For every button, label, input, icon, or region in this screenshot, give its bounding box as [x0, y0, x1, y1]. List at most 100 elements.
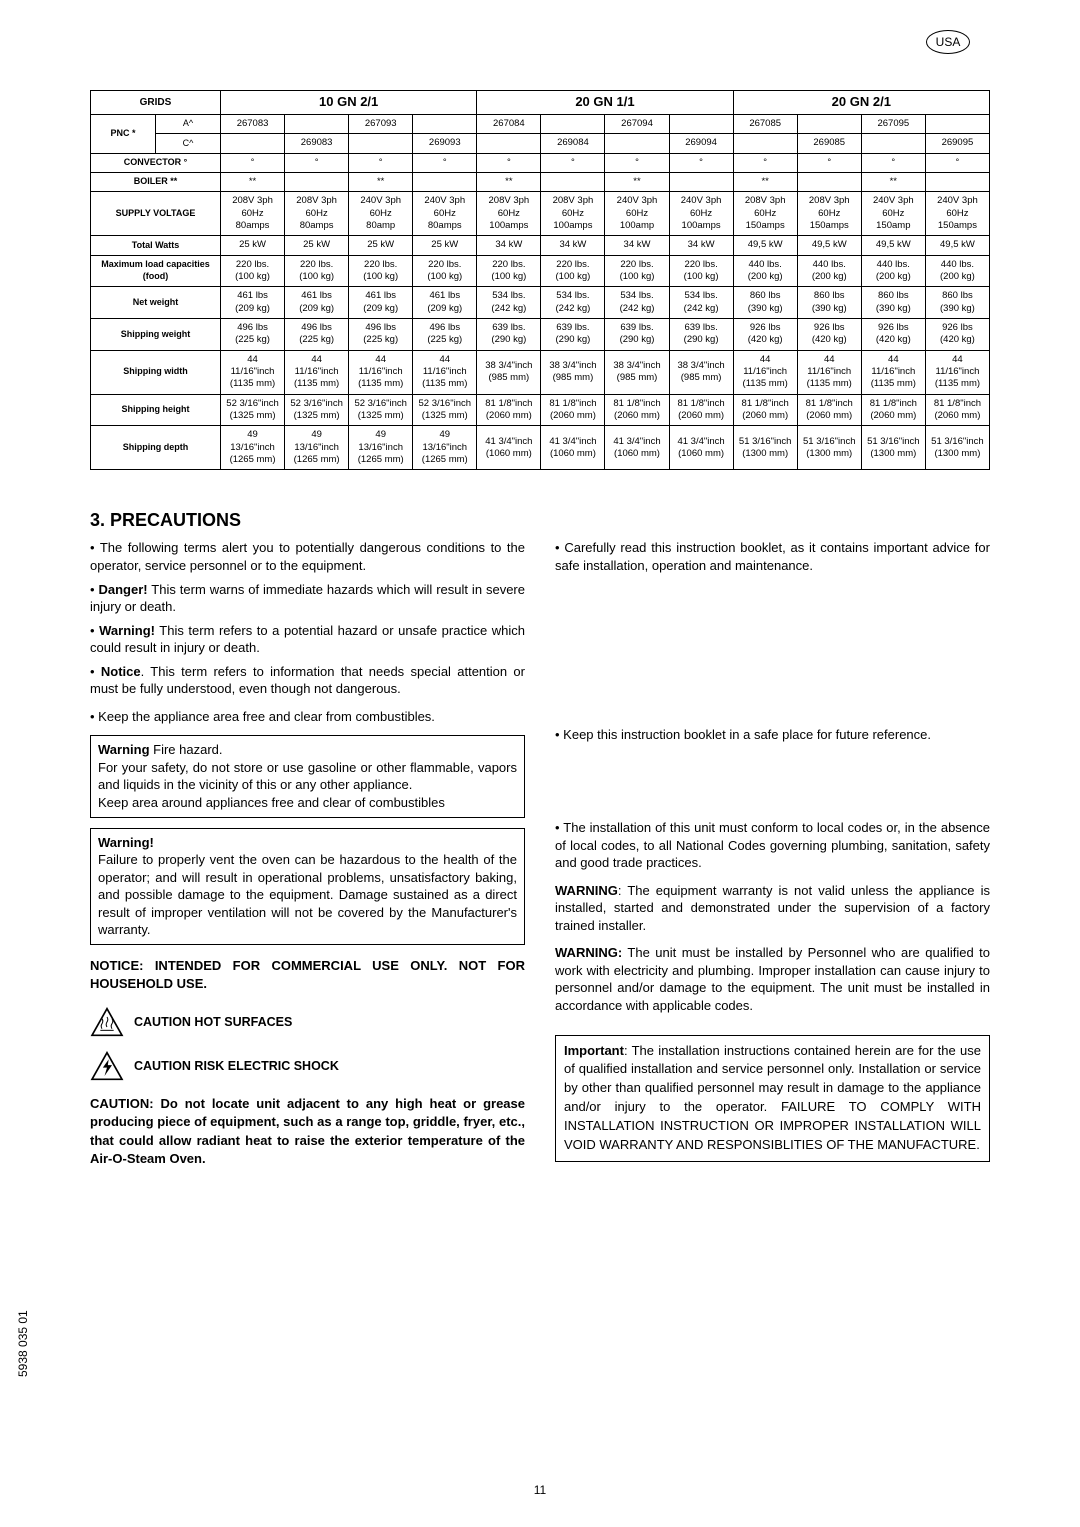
table-cell: 25 kW: [413, 236, 477, 255]
table-cell: 240V 3ph60Hz100amp: [605, 192, 669, 236]
table-cell: 926 lbs(420 kg): [861, 319, 925, 351]
table-cell: 639 lbs.(290 kg): [541, 319, 605, 351]
table-cell: 220 lbs.(100 kg): [477, 255, 541, 287]
table-cell: 440 lbs.(200 kg): [861, 255, 925, 287]
table-cell: 496 lbs(225 kg): [285, 319, 349, 351]
table-cell: °: [477, 153, 541, 172]
table-cell: 4913/16"inch(1265 mm): [221, 426, 285, 470]
table-cell: 461 lbs(209 kg): [221, 287, 285, 319]
table-cell: 38 3/4"inch(985 mm): [541, 350, 605, 394]
notice-text: . This term refers to information that n…: [90, 664, 525, 697]
table-cell: 926 lbs(420 kg): [925, 319, 989, 351]
caution-text: CAUTION: Do not locate unit adjacent to …: [90, 1095, 525, 1168]
table-cell: 25 kW: [221, 236, 285, 255]
warning2-bold: WARNING:: [555, 945, 622, 960]
table-cell: °: [925, 153, 989, 172]
table-cell: °: [605, 153, 669, 172]
table-cell: 534 lbs.(242 kg): [541, 287, 605, 319]
warning-text: This term refers to a potential hazard o…: [90, 623, 525, 656]
table-cell: 4411/16"inch(1135 mm): [925, 350, 989, 394]
table-cell: 81 1/8"inch(2060 mm): [477, 394, 541, 426]
grids-header: GRIDS: [91, 91, 221, 115]
spec-table: GRIDS 10 GN 2/1 20 GN 1/1 20 GN 2/1 PNC …: [90, 90, 990, 470]
table-cell: 51 3/16"inch(1300 mm): [733, 426, 797, 470]
table-row: CONVECTOR °°°°°°°°°°°°°: [91, 153, 990, 172]
keep-booklet: Keep this instruction booklet in a safe …: [555, 726, 990, 744]
table-row: Total Watts25 kW25 kW25 kW25 kW34 kW34 k…: [91, 236, 990, 255]
table-cell: 496 lbs(225 kg): [221, 319, 285, 351]
caution-hot-label: CAUTION HOT SURFACES: [134, 1014, 292, 1031]
table-cell: °: [285, 153, 349, 172]
table-cell: 41 3/4"inch(1060 mm): [541, 426, 605, 470]
table-cell: 208V 3ph60Hz80amps: [285, 192, 349, 236]
gn-group-0: 10 GN 2/1: [221, 91, 477, 115]
table-cell: 4411/16"inch(1135 mm): [733, 350, 797, 394]
table-cell: [285, 172, 349, 191]
table-cell: **: [861, 172, 925, 191]
table-cell: 25 kW: [349, 236, 413, 255]
table-row: Shipping depth4913/16"inch(1265 mm)4913/…: [91, 426, 990, 470]
table-cell: 81 1/8"inch(2060 mm): [925, 394, 989, 426]
table-cell: 51 3/16"inch(1300 mm): [925, 426, 989, 470]
table-cell: **: [349, 172, 413, 191]
table-cell: **: [221, 172, 285, 191]
table-cell: 534 lbs.(242 kg): [669, 287, 733, 319]
pnc-sub-a: A^: [156, 114, 221, 133]
table-cell: 220 lbs.(100 kg): [669, 255, 733, 287]
caution-shock-label: CAUTION RISK ELECTRIC SHOCK: [134, 1058, 339, 1075]
table-cell: 34 kW: [541, 236, 605, 255]
careful-read: Carefully read this instruction booklet,…: [555, 539, 990, 574]
warning-box-vent: Warning! Failure to properly vent the ov…: [90, 828, 525, 945]
danger-bold: Danger!: [98, 582, 147, 597]
usa-badge: USA: [926, 30, 970, 54]
side-code: 5938 035 01: [16, 1310, 30, 1377]
keep-free: Keep the appliance area free and clear f…: [90, 708, 525, 726]
notice-commercial: NOTICE: INTENDED FOR COMMERCIAL USE ONLY…: [90, 957, 525, 993]
table-cell: 52 3/16"inch(1325 mm): [221, 394, 285, 426]
table-cell: 240V 3ph60Hz100amps: [669, 192, 733, 236]
table-cell: 41 3/4"inch(1060 mm): [669, 426, 733, 470]
row-label: BOILER **: [91, 172, 221, 191]
notice-bold: Notice: [101, 664, 141, 679]
table-cell: 461 lbs(209 kg): [285, 287, 349, 319]
table-cell: 440 lbs.(200 kg): [925, 255, 989, 287]
table-cell: 440 lbs.(200 kg): [733, 255, 797, 287]
table-cell: °: [413, 153, 477, 172]
table-cell: 461 lbs(209 kg): [413, 287, 477, 319]
electric-shock-icon: [90, 1051, 124, 1081]
table-cell: °: [861, 153, 925, 172]
table-cell: 4913/16"inch(1265 mm): [285, 426, 349, 470]
table-cell: [541, 172, 605, 191]
left-column: The following terms alert you to potenti…: [90, 539, 525, 1174]
table-cell: 240V 3ph60Hz80amps: [413, 192, 477, 236]
table-cell: 208V 3ph60Hz100amps: [477, 192, 541, 236]
page-number: 11: [534, 1483, 546, 1497]
table-cell: 51 3/16"inch(1300 mm): [861, 426, 925, 470]
table-cell: 534 lbs.(242 kg): [605, 287, 669, 319]
table-cell: 4411/16"inch(1135 mm): [285, 350, 349, 394]
table-cell: 49,5 kW: [733, 236, 797, 255]
table-cell: 52 3/16"inch(1325 mm): [349, 394, 413, 426]
important-box: Important: The installation instructions…: [555, 1035, 990, 1162]
table-cell: **: [733, 172, 797, 191]
caution-shock-row: CAUTION RISK ELECTRIC SHOCK: [90, 1051, 525, 1081]
row-label: Shipping depth: [91, 426, 221, 470]
warning-box-fire: Warning Fire hazard. For your safety, do…: [90, 735, 525, 817]
table-row: Net weight461 lbs(209 kg)461 lbs(209 kg)…: [91, 287, 990, 319]
table-cell: 4411/16"inch(1135 mm): [861, 350, 925, 394]
table-cell: 4913/16"inch(1265 mm): [349, 426, 413, 470]
table-cell: 81 1/8"inch(2060 mm): [861, 394, 925, 426]
row-label: CONVECTOR °: [91, 153, 221, 172]
table-cell: 240V 3ph60Hz150amps: [925, 192, 989, 236]
table-cell: °: [797, 153, 861, 172]
pnc-row-a: PNC * A^ 267083 267093 267084 267094 267…: [91, 114, 990, 133]
table-cell: 49,5 kW: [925, 236, 989, 255]
row-label: Shipping weight: [91, 319, 221, 351]
table-cell: **: [477, 172, 541, 191]
table-cell: 496 lbs(225 kg): [349, 319, 413, 351]
intro: The following terms alert you to potenti…: [90, 539, 525, 574]
table-cell: 440 lbs.(200 kg): [797, 255, 861, 287]
pnc-label: PNC *: [91, 114, 156, 153]
table-cell: 34 kW: [477, 236, 541, 255]
danger-text: This term warns of immediate hazards whi…: [90, 582, 525, 615]
